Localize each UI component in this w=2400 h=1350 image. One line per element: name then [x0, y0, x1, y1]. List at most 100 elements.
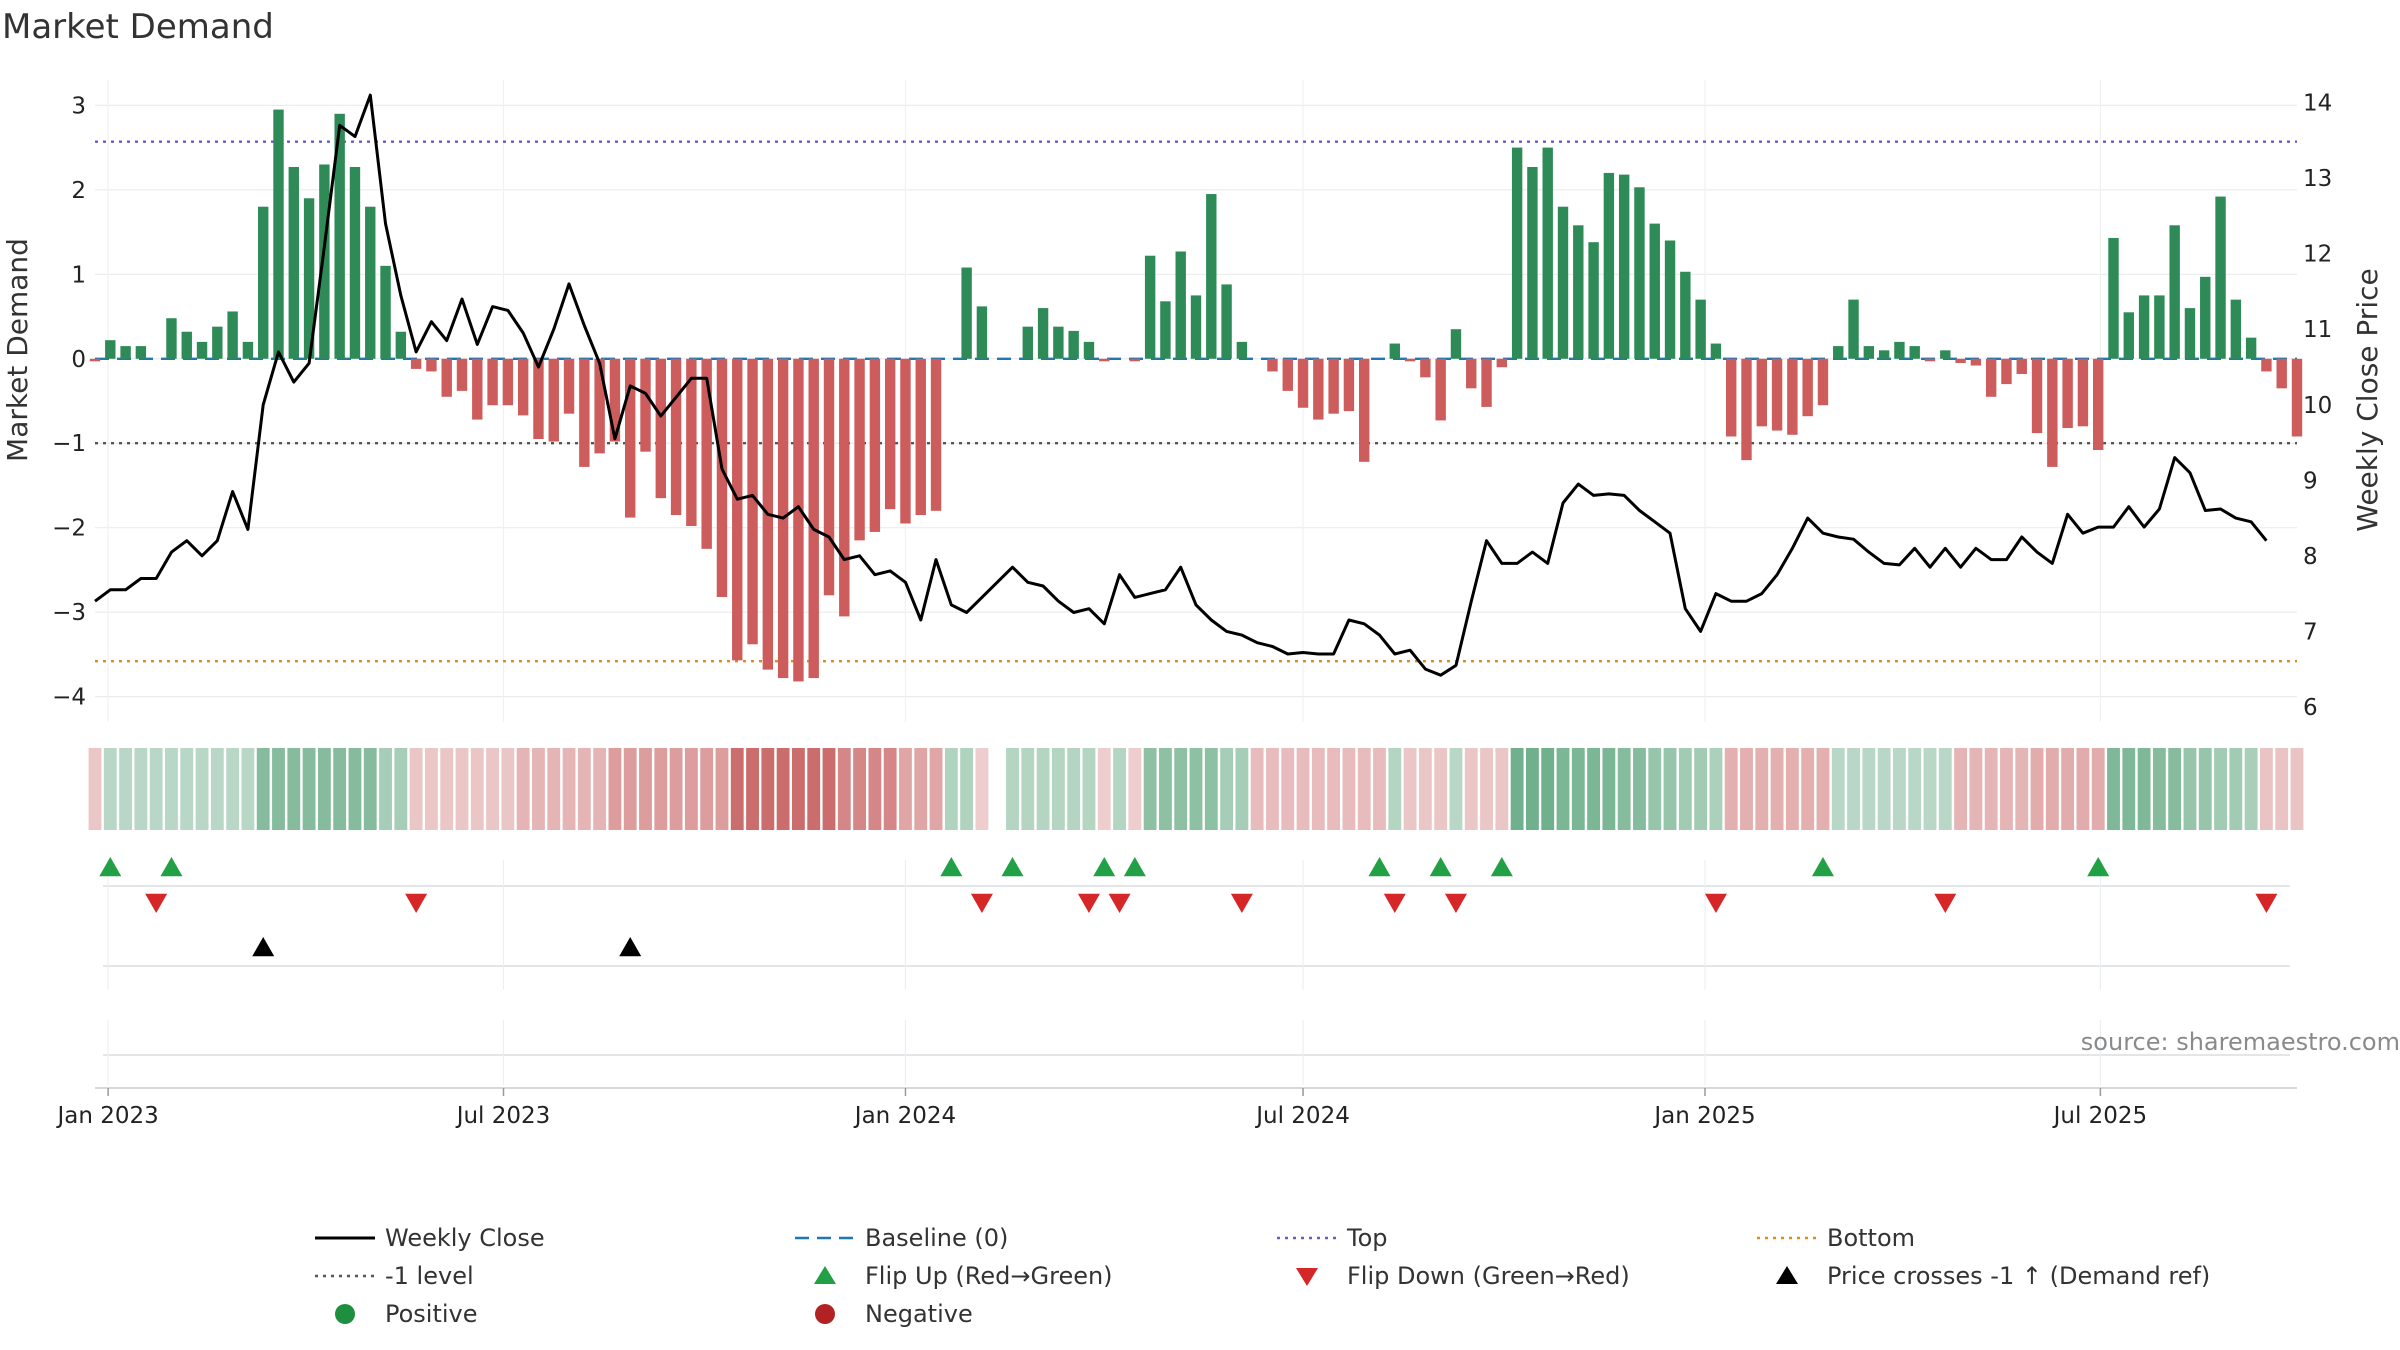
demand-bar — [120, 346, 131, 359]
demand-bar — [1573, 225, 1584, 359]
strip-cell — [1036, 748, 1050, 830]
strip-cell — [730, 748, 744, 830]
y-tick-label: −1 — [52, 431, 86, 457]
strip-cell — [1984, 748, 1998, 830]
flip-up-marker — [1811, 857, 1834, 877]
demand-bar — [1190, 295, 1202, 359]
y-axis-label: Market Demand — [1, 238, 34, 462]
demand-bar — [1404, 358, 1416, 362]
strip-cell — [272, 748, 285, 830]
flip-up-marker — [2087, 857, 2110, 877]
demand-bar — [2154, 295, 2165, 359]
demand-bar — [2062, 358, 2073, 429]
demand-bar — [716, 358, 728, 597]
legend-swatch — [1776, 1266, 1798, 1284]
demand-bar — [1129, 358, 1141, 362]
strip-cell — [103, 748, 117, 830]
demand-bar — [2245, 337, 2257, 359]
demand-bar — [1817, 358, 1829, 406]
y-tick-label: −2 — [52, 516, 86, 542]
demand-bar — [1099, 358, 1110, 362]
demand-bar — [242, 341, 254, 359]
strip-cell — [1510, 748, 1524, 830]
demand-bar — [1771, 358, 1783, 431]
demand-bar — [441, 358, 452, 397]
demand-bar — [1680, 271, 1691, 359]
demand-bar — [1894, 341, 1905, 359]
strip-cell — [1235, 748, 1249, 830]
strip-cell — [669, 748, 683, 830]
strip-cell — [1602, 748, 1616, 830]
strip-cell — [1740, 748, 1753, 830]
strip-cell — [2152, 748, 2166, 830]
strip-cell — [1250, 748, 1264, 830]
legend-item: Weekly Close — [315, 1224, 545, 1252]
strip-cell — [333, 748, 347, 830]
strip-cell — [1067, 748, 1081, 830]
y-tick-label: −3 — [52, 600, 86, 626]
demand-bar — [1435, 358, 1446, 421]
strip-cell — [1327, 748, 1341, 830]
legend-item: Flip Up (Red→Green) — [814, 1262, 1113, 1290]
strip-cell — [1082, 748, 1096, 830]
strip-cell — [715, 748, 729, 830]
legend-item: -1 level — [315, 1262, 474, 1290]
demand-bar — [1022, 326, 1033, 359]
x-tick-label: Jan 2023 — [55, 1103, 158, 1129]
y2-tick-label: 14 — [2303, 91, 2332, 117]
strip-cell — [1128, 748, 1142, 830]
strip-cell — [791, 748, 805, 830]
strip-cell — [1418, 748, 1432, 830]
y-tick-label: 2 — [71, 178, 86, 204]
demand-bar — [1236, 341, 1248, 359]
demand-heat-strip — [88, 748, 2304, 830]
demand-bar — [961, 267, 972, 359]
demand-bar — [227, 311, 238, 359]
legend-item: Price crosses -1 ↑ (Demand ref) — [1776, 1262, 2210, 1290]
strip-cell — [2168, 748, 2182, 830]
x-tick-label: Jul 2025 — [2052, 1103, 2148, 1129]
legend-label: Price crosses -1 ↑ (Demand ref) — [1827, 1262, 2210, 1290]
x-tick-label: Jul 2024 — [1254, 1103, 1350, 1129]
demand-bar — [1053, 326, 1064, 359]
demand-bar — [196, 341, 208, 359]
y-tick-label: 3 — [71, 93, 86, 119]
demand-bar — [1741, 358, 1752, 461]
flip-up-marker — [1123, 857, 1146, 877]
legend-swatch — [814, 1266, 836, 1284]
demand-bar — [1603, 172, 1615, 359]
chart-title: Market Demand — [2, 7, 274, 47]
demand-bar — [686, 358, 697, 527]
strip-cell — [639, 748, 652, 830]
demand-bar — [548, 358, 559, 442]
demand-bar — [930, 358, 942, 511]
strip-cell — [1174, 748, 1188, 830]
demand-bar — [1037, 308, 1049, 359]
strip-cell — [868, 748, 882, 830]
strip-cell — [914, 748, 928, 830]
demand-bar — [258, 206, 269, 359]
demand-bar — [808, 358, 819, 679]
demand-bar — [135, 346, 147, 359]
strip-cell — [1678, 748, 1692, 830]
strip-cell — [1892, 748, 1906, 830]
strip-cell — [1266, 748, 1279, 830]
demand-bar — [869, 358, 881, 532]
strip-cell — [1158, 748, 1172, 830]
strip-cell — [1847, 748, 1860, 830]
demand-bar — [1359, 358, 1370, 462]
legend-item: Bottom — [1757, 1224, 1915, 1252]
demand-bar — [1328, 358, 1339, 414]
strip-cell — [1051, 748, 1065, 830]
price-cross-marker — [619, 937, 642, 957]
legend-label: Weekly Close — [385, 1224, 545, 1252]
flip-down-marker — [1704, 893, 1727, 913]
demand-bar — [900, 358, 911, 524]
demand-bar — [1206, 194, 1217, 359]
strip-cell — [241, 748, 255, 830]
demand-bar — [212, 326, 223, 359]
strip-cell — [1525, 748, 1539, 830]
strip-cell — [1770, 748, 1784, 830]
demand-bar — [181, 331, 192, 359]
